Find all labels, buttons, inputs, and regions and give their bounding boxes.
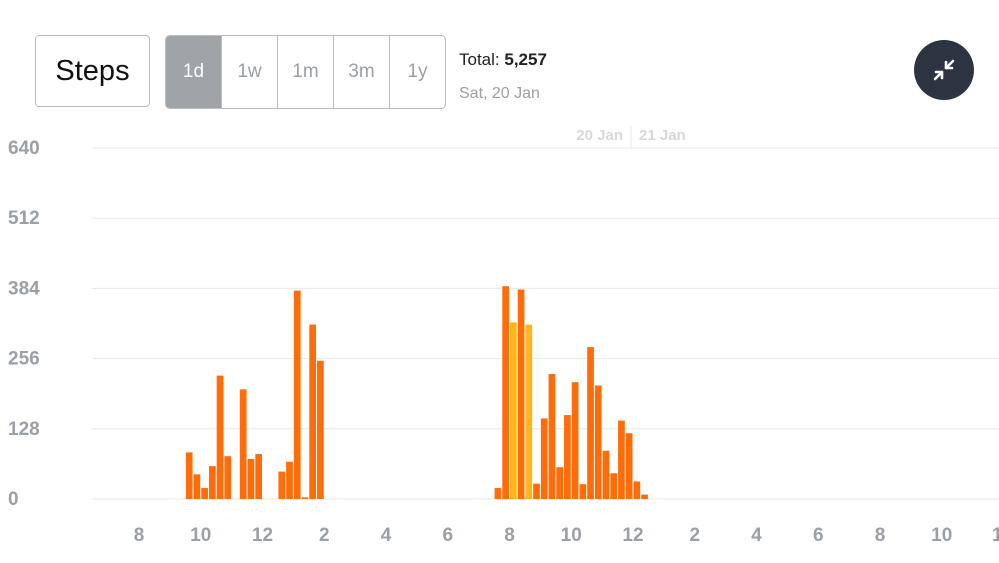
total-label: Total: [459, 50, 500, 69]
step-bar[interactable] [502, 286, 509, 499]
date-marker-right: 21 Jan [639, 127, 686, 144]
step-bar[interactable] [564, 415, 571, 499]
x-tick-label: 8 [504, 525, 515, 546]
step-bar[interactable] [193, 474, 201, 499]
x-tick-label: 10 [931, 525, 952, 546]
step-bar[interactable] [309, 324, 317, 499]
steps-metric-button[interactable]: Steps [35, 35, 150, 107]
step-bar[interactable] [540, 418, 548, 499]
step-bar[interactable] [216, 375, 224, 499]
step-bar[interactable] [556, 467, 564, 499]
x-tick-label: 8 [875, 525, 886, 546]
x-tick-label: 2 [319, 525, 330, 546]
x-tick-label: 6 [442, 525, 453, 546]
selected-date: Sat, 20 Jan [459, 85, 540, 102]
range-1y-button[interactable]: 1y [389, 36, 445, 108]
date-marker-left: 20 Jan [576, 127, 623, 144]
x-tick-label: 10 [190, 525, 211, 546]
total-value: 5,257 [504, 50, 547, 69]
step-bar[interactable] [201, 488, 208, 499]
step-bar[interactable] [239, 389, 247, 499]
step-bar[interactable] [494, 488, 502, 499]
step-bar[interactable] [641, 494, 648, 499]
summary-panel: Total: 5,257 Sat, 20 Jan [459, 50, 547, 103]
x-tick-label: 4 [381, 525, 392, 546]
step-bar[interactable] [602, 450, 610, 499]
y-tick-label: 0 [8, 489, 19, 510]
step-bar[interactable] [594, 385, 602, 499]
collapse-button[interactable] [914, 40, 974, 100]
step-bar[interactable] [208, 466, 216, 499]
time-range-selector: 1d 1w 1m 3m 1y [165, 35, 446, 109]
step-bar[interactable] [510, 322, 517, 499]
x-tick-label: 2 [689, 525, 700, 546]
collapse-arrows-icon [933, 59, 955, 81]
step-bar[interactable] [633, 481, 641, 499]
step-bar[interactable] [255, 454, 262, 499]
step-bar[interactable] [618, 420, 625, 499]
step-bar[interactable] [571, 382, 579, 499]
x-tick-label: 8 [134, 525, 145, 546]
x-tick-label: 4 [751, 525, 762, 546]
step-bar[interactable] [286, 461, 293, 499]
step-bar[interactable] [224, 456, 232, 499]
step-bar[interactable] [610, 473, 618, 499]
step-bar[interactable] [293, 290, 301, 499]
step-bar[interactable] [587, 347, 594, 499]
x-tick-label: 12 [252, 525, 273, 546]
step-bar[interactable] [317, 360, 324, 499]
x-tick-label: 12 [622, 525, 643, 546]
step-bar[interactable] [517, 289, 525, 499]
step-bar[interactable] [625, 433, 633, 499]
range-1m-button[interactable]: 1m [277, 36, 333, 108]
y-tick-label: 640 [8, 138, 40, 159]
step-bar[interactable] [185, 452, 193, 499]
step-bar[interactable] [278, 471, 286, 499]
y-tick-label: 128 [8, 419, 40, 440]
range-3m-button[interactable]: 3m [333, 36, 389, 108]
step-bar[interactable] [301, 497, 309, 499]
x-tick-label: 10 [561, 525, 582, 546]
step-bar[interactable] [548, 373, 556, 499]
y-tick-label: 384 [8, 278, 40, 299]
step-bar[interactable] [525, 324, 533, 499]
total-line: Total: 5,257 [459, 50, 547, 70]
range-1d-button[interactable]: 1d [166, 36, 221, 108]
y-tick-label: 512 [8, 208, 40, 229]
x-tick-label: 1 [992, 525, 999, 546]
step-bar[interactable] [247, 458, 255, 499]
range-1w-button[interactable]: 1w [221, 36, 277, 108]
step-bar[interactable] [533, 483, 540, 499]
x-tick-label: 6 [813, 525, 824, 546]
y-tick-label: 256 [8, 349, 40, 370]
step-bar[interactable] [579, 484, 587, 499]
